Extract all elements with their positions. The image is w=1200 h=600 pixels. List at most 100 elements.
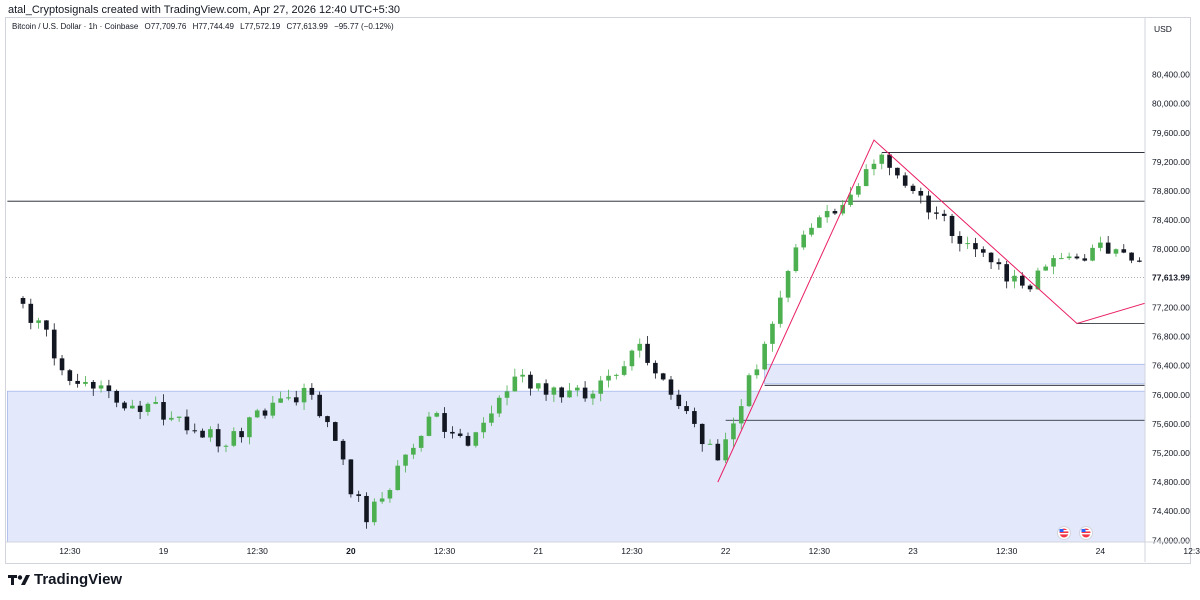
candle-body [411,447,416,455]
candle-body [403,454,408,466]
us-flag-stripe [1081,533,1091,535]
candle-body [442,413,447,432]
ohlc-close: C77,613.99 [286,22,328,31]
candle-body [332,422,338,441]
currency-label: USD [1154,24,1172,34]
candle-body [184,416,190,431]
candle-body [879,154,885,164]
candle-body [856,186,861,195]
candle-body [28,303,34,323]
candle-body [1004,264,1009,282]
candle-body [637,343,643,351]
candle [20,296,26,309]
candle-body [36,320,41,323]
candle [606,369,611,388]
candle [83,376,88,387]
candle-body [1066,256,1072,259]
candle-body [824,211,830,218]
candle [793,243,799,273]
candle-body [567,390,572,398]
last-price-tag: 77,613.99 [1152,272,1190,282]
candle-body [1043,266,1049,271]
candle [247,416,252,445]
candle [949,213,955,244]
candle-body [270,402,276,416]
candle-body [262,410,268,416]
price-tick-label: 78,800.00 [1152,186,1190,196]
candle [895,167,900,179]
price-change: −95.77 (−0.12%) [334,22,394,31]
candle [629,349,635,371]
candle-body [1051,258,1056,267]
candle [934,206,939,220]
candle [153,396,159,405]
candle-body [325,416,330,423]
candle-body [535,383,541,389]
candle [184,409,190,435]
candle [520,368,525,383]
candle-body [660,373,666,380]
candle [450,426,455,439]
candle [637,338,643,358]
candle-body [137,405,143,412]
candle [36,317,41,329]
candle [161,394,166,426]
candle [973,237,978,258]
candle-body [465,435,471,446]
candle [926,190,931,220]
candle [215,423,221,453]
candle [28,298,34,330]
demand-zone [764,363,1145,385]
candle-body [1105,242,1111,254]
candle [403,454,408,473]
price-tick-label: 78,000.00 [1152,244,1190,254]
candle [871,159,877,176]
candle [614,373,619,380]
candle [863,164,869,187]
candle-body [551,387,557,395]
candle [90,379,96,396]
candle [340,438,346,465]
candle [777,290,783,328]
us-flag-stripe [1081,530,1091,532]
candle [676,389,682,410]
candle [746,373,752,408]
candle [1043,264,1049,271]
time-tick-label: 12:30 [1183,546,1200,556]
symbol-name[interactable]: Bitcoin / U.S. Dollar · 1h · Coinbase [12,22,139,31]
candle [887,152,892,176]
candle [426,411,432,437]
candle-body [528,374,533,389]
candle [200,428,205,438]
candle [395,460,401,491]
candle-body [934,212,939,214]
symbol-legend: Bitcoin / U.S. Dollar · 1h · Coinbase O7… [12,22,398,31]
candle-body [871,163,877,170]
candle [192,423,198,434]
candle [559,386,564,403]
candle [301,383,307,411]
candle-body [1098,242,1103,248]
candle [723,432,728,464]
candle [457,428,463,438]
price-tick-label: 79,200.00 [1152,157,1190,167]
candle-body [106,385,112,391]
candle-body [44,320,49,330]
candle [957,231,963,252]
candle-body [215,429,221,447]
candle [1066,252,1072,261]
candle [286,389,291,401]
candle-body [973,243,978,250]
candle-body [762,343,767,370]
candle-body [364,495,369,523]
candle [348,459,354,498]
candle-body [122,402,127,409]
tradingview-brand[interactable]: TradingView [8,571,122,588]
candle [528,371,533,396]
candle-body [1113,249,1119,254]
candle-body [731,423,736,440]
candle [364,492,369,529]
candle-body [59,358,65,371]
candle-body [83,381,88,384]
